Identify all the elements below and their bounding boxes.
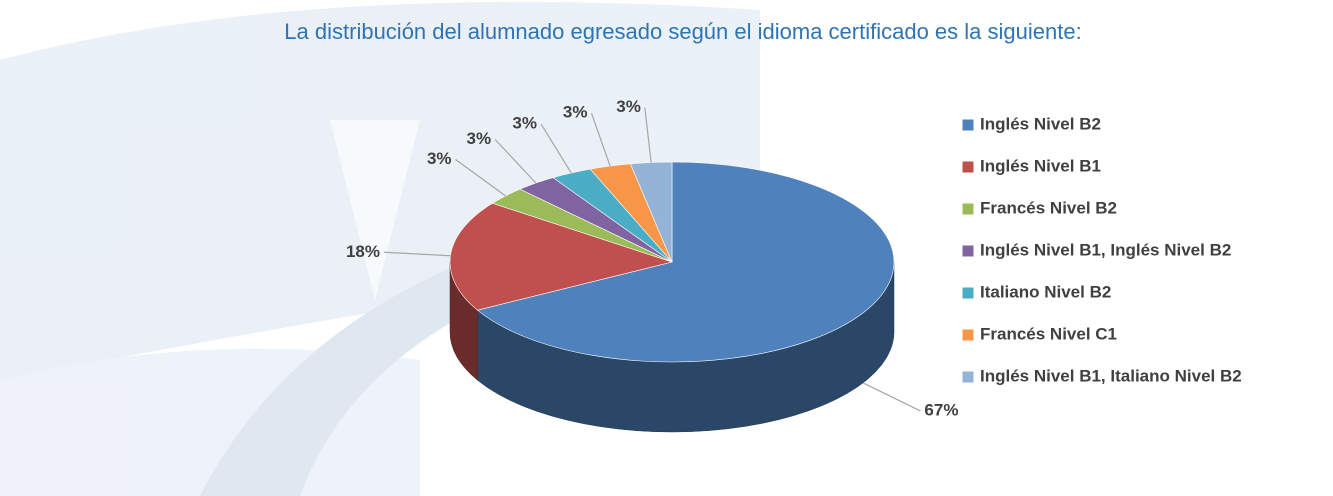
data-label: 18% <box>346 242 380 261</box>
legend-label: Inglés Nivel B1, Italiano Nivel B2 <box>980 366 1242 385</box>
leader-line <box>455 159 506 197</box>
data-label: 67% <box>924 400 958 419</box>
chart-title: La distribución del alumnado egresado se… <box>284 19 1081 44</box>
legend-swatch <box>961 160 975 174</box>
leader-line <box>383 251 451 257</box>
leader-line <box>862 382 921 412</box>
legend-swatch <box>961 202 975 216</box>
legend-swatch <box>961 244 975 258</box>
pie-slice <box>449 202 674 311</box>
data-label: 3% <box>616 97 641 116</box>
data-label: 3% <box>512 113 537 132</box>
legend-label: Francés Nivel B2 <box>980 198 1117 217</box>
legend-label: Inglés Nivel B1, Inglés Nivel B2 <box>980 240 1231 259</box>
pie-slice <box>476 161 895 363</box>
data-label: 3% <box>563 103 588 122</box>
legend-label: Francés Nivel C1 <box>980 324 1117 343</box>
legend-label: Italiano Nivel B2 <box>980 282 1111 301</box>
leader-line <box>540 123 572 174</box>
leader-line <box>494 139 537 184</box>
legend-swatch <box>961 286 975 300</box>
data-label: 3% <box>467 129 492 148</box>
leader-line <box>590 112 611 167</box>
legend-label: Inglés Nivel B1 <box>980 156 1101 175</box>
legend-label: Inglés Nivel B2 <box>980 114 1101 133</box>
legend-swatch <box>961 118 975 132</box>
data-label: 3% <box>427 149 452 168</box>
legend-swatch <box>961 328 975 342</box>
leader-line <box>644 107 652 163</box>
legend-swatch <box>961 370 975 384</box>
